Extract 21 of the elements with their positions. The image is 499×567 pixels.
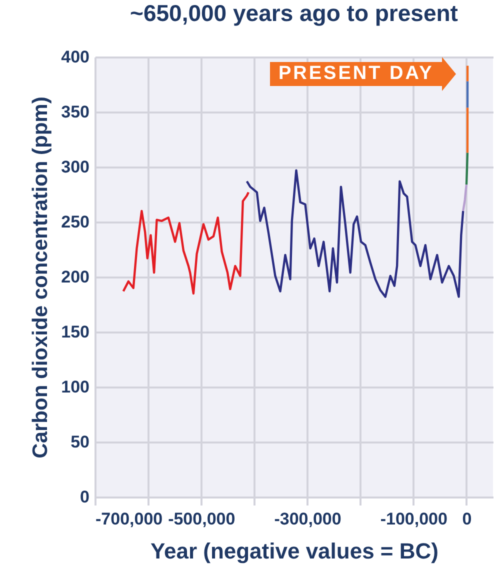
y-tick-label: 400 <box>61 48 90 66</box>
x-tick-label: -500,000 <box>168 510 236 528</box>
annotation: PRESENT DAY <box>270 62 442 86</box>
line-series <box>122 191 250 295</box>
x-tick-label: 0 <box>462 510 472 528</box>
y-tick-label: 150 <box>61 322 90 342</box>
x-tick-label: -300,000 <box>274 510 342 528</box>
chart-title: ~650,000 years ago to present <box>130 0 458 26</box>
line-series <box>246 169 464 298</box>
y-tick-label: 0 <box>80 488 90 506</box>
y-tick-label: 350 <box>61 102 90 122</box>
y-tick-label: 200 <box>61 268 90 286</box>
y-tick-label: 50 <box>70 432 90 452</box>
x-tick-label: -100,000 <box>380 510 448 528</box>
y-tick-label: 300 <box>61 158 90 176</box>
y-tick-label: 250 <box>61 212 90 232</box>
x-axis-title: Year (negative values = BC) <box>150 538 438 564</box>
y-axis-title: Carbon dioxide concentration (ppm) <box>29 96 52 458</box>
y-tick-label: 100 <box>61 378 90 396</box>
line-series <box>462 184 468 212</box>
x-tick-label: -700,000 <box>96 510 163 528</box>
